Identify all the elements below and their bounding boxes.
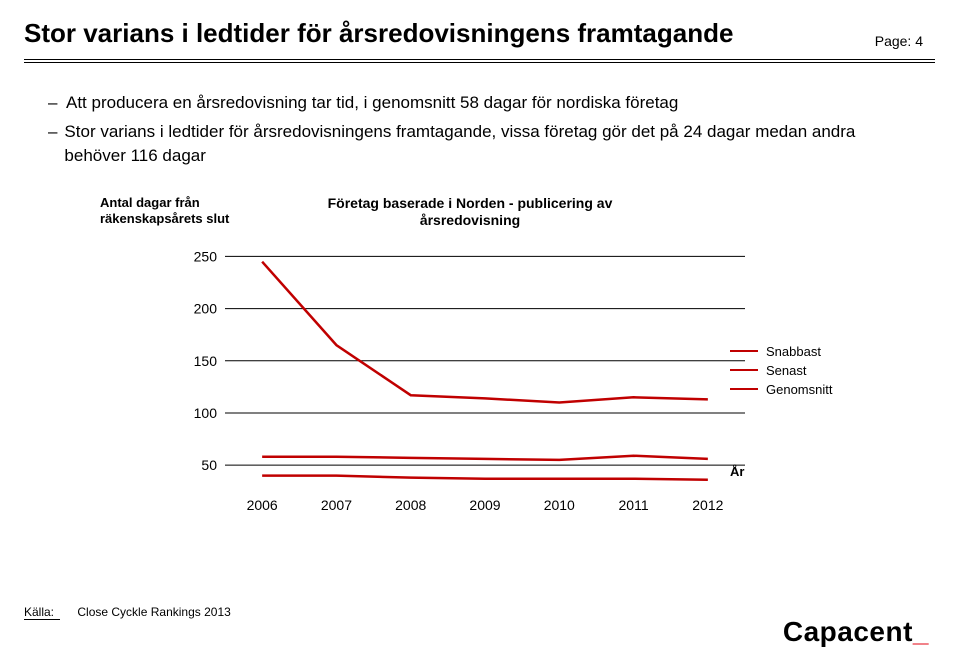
legend-item: Senast <box>730 363 832 378</box>
svg-text:2007: 2007 <box>321 497 352 513</box>
y-axis-label: Antal dagar från räkenskapsårets slut <box>100 195 260 226</box>
logo-text: Capacent <box>783 616 913 647</box>
bullet-item: – Att producera en årsredovisning tar ti… <box>48 91 919 116</box>
svg-text:2012: 2012 <box>692 497 723 513</box>
page-title: Stor varians i ledtider för årsredovisni… <box>24 18 733 49</box>
legend-label: Senast <box>766 363 806 378</box>
svg-text:2009: 2009 <box>469 497 500 513</box>
x-axis-label: År <box>730 464 744 479</box>
legend-item: Genomsnitt <box>730 382 832 397</box>
bullet-dash: – <box>48 120 64 169</box>
source-line: Källa: Close Cyckle Rankings 2013 <box>24 605 231 620</box>
source-label: Källa: <box>24 605 60 620</box>
bullet-dash: – <box>48 91 66 116</box>
bullet-list: – Att producera en årsredovisning tar ti… <box>48 91 919 169</box>
svg-text:250: 250 <box>194 248 218 264</box>
slide-page: Stor varians i ledtider för årsredovisni… <box>0 0 959 662</box>
bullet-text: Stor varians i ledtider för årsredovisni… <box>64 120 919 169</box>
bullet-item: – Stor varians i ledtider för årsredovis… <box>48 120 919 169</box>
legend-swatch <box>730 350 758 352</box>
svg-text:50: 50 <box>201 457 217 473</box>
header-rule-top <box>24 59 935 60</box>
bullet-text: Att producera en årsredovisning tar tid,… <box>66 91 678 116</box>
logo-accent: _ <box>913 616 929 647</box>
svg-text:150: 150 <box>194 353 218 369</box>
legend: Snabbast Senast Genomsnitt <box>730 344 832 401</box>
svg-text:2008: 2008 <box>395 497 426 513</box>
svg-text:2006: 2006 <box>247 497 278 513</box>
header: Stor varians i ledtider för årsredovisni… <box>0 0 959 53</box>
logo: Capacent_ <box>783 616 929 648</box>
chart-svg: 50 100 150 200 250 2006 2007 2008 2009 2010 2011 20… <box>185 241 745 521</box>
chart-plot: 50 100 150 200 250 2006 2007 2008 2009 2010 2011 20… <box>185 241 745 526</box>
page-number: Page: 4 <box>875 33 923 49</box>
chart-title: Företag baserade i Norden - publicering … <box>320 195 620 230</box>
legend-label: Snabbast <box>766 344 821 359</box>
svg-text:2011: 2011 <box>619 497 649 513</box>
header-rule-bottom <box>24 62 935 63</box>
legend-swatch <box>730 388 758 390</box>
svg-text:100: 100 <box>194 405 218 421</box>
legend-item: Snabbast <box>730 344 832 359</box>
legend-swatch <box>730 369 758 371</box>
svg-text:2010: 2010 <box>544 497 575 513</box>
source-text: Close Cyckle Rankings 2013 <box>77 605 230 619</box>
chart-container: Antal dagar från räkenskapsårets slut Fö… <box>110 199 830 529</box>
legend-label: Genomsnitt <box>766 382 832 397</box>
svg-text:200: 200 <box>194 301 218 317</box>
